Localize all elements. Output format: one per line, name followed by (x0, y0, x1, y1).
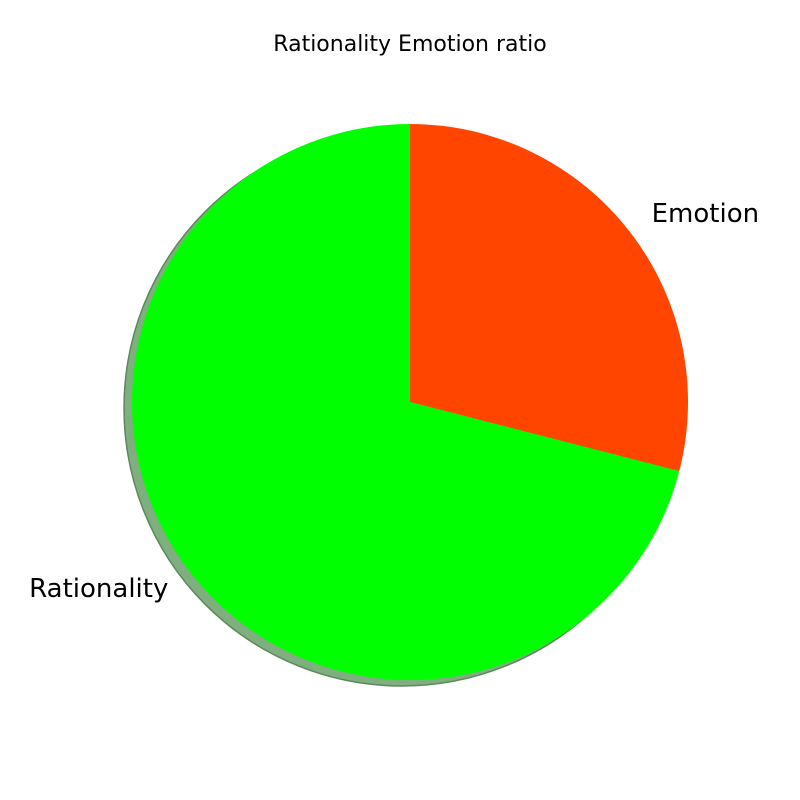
pie-slices (131, 124, 689, 681)
chart-title: Rationality Emotion ratio (273, 32, 546, 57)
pie-label-emotion: Emotion (652, 199, 759, 229)
pie-slice-emotion (410, 124, 689, 472)
pie-label-rationality: Rationality (29, 574, 168, 604)
pie-slice-rationality (131, 124, 680, 681)
pie-labels: Emotion Rationality (29, 199, 759, 604)
